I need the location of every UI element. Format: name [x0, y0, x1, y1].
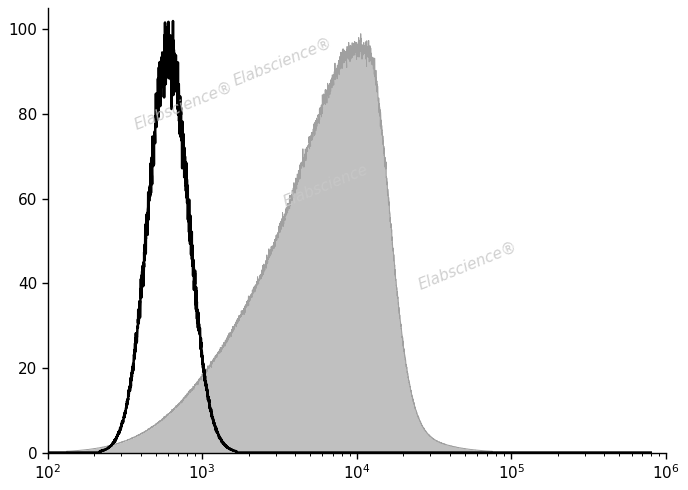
Text: Elabscience: Elabscience	[281, 162, 370, 210]
Text: Elabscience®: Elabscience®	[230, 35, 334, 88]
Text: Elabscience®: Elabscience®	[132, 79, 235, 133]
Text: Elabscience®: Elabscience®	[416, 239, 519, 293]
